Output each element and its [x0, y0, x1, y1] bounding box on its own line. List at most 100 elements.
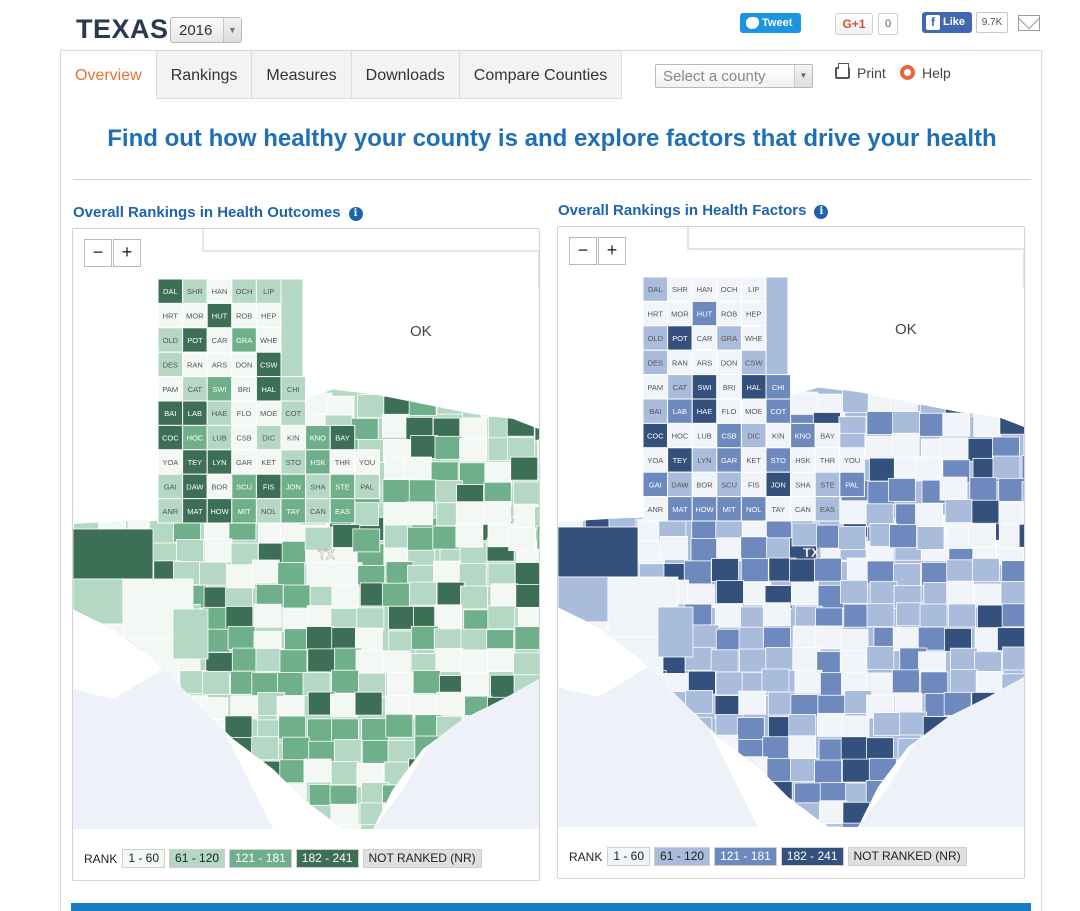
county-shape[interactable]: [558, 624, 586, 649]
county-pam[interactable]: PAM: [642, 374, 669, 400]
county-shape[interactable]: [764, 781, 793, 805]
county-shape[interactable]: [534, 417, 539, 441]
county-bor[interactable]: BOR: [206, 473, 233, 500]
county-shape[interactable]: [255, 647, 284, 672]
county-shape[interactable]: [918, 651, 946, 676]
county-mat[interactable]: MAT: [667, 496, 693, 522]
county-swi[interactable]: SWI: [691, 374, 718, 400]
county-shape[interactable]: [330, 693, 358, 718]
county-shape[interactable]: [817, 712, 845, 737]
county-bri[interactable]: BRI: [716, 374, 742, 400]
county-och[interactable]: OCH: [231, 278, 257, 304]
county-shape[interactable]: [410, 435, 439, 459]
county-moe[interactable]: MOE: [255, 400, 282, 426]
county-shape[interactable]: [354, 691, 383, 716]
county-shape[interactable]: [333, 739, 362, 763]
county-shape[interactable]: [788, 714, 817, 738]
county-shape[interactable]: [356, 607, 385, 632]
info-icon[interactable]: i: [348, 207, 363, 221]
county-shape[interactable]: [866, 411, 895, 435]
county-shape[interactable]: [790, 581, 819, 606]
county-shape[interactable]: [513, 503, 539, 528]
county-bay[interactable]: BAY: [329, 424, 356, 451]
county-shape[interactable]: [73, 650, 101, 675]
county-shape[interactable]: [582, 668, 611, 692]
county-shape[interactable]: [251, 736, 279, 761]
county-shape[interactable]: [306, 562, 335, 586]
county-pot[interactable]: POT: [182, 327, 208, 353]
zoom-out-button[interactable]: −: [84, 239, 112, 267]
county-hal[interactable]: HAL: [255, 376, 282, 402]
county-rob[interactable]: ROB: [716, 300, 742, 327]
county-shape[interactable]: [487, 562, 516, 587]
county-shape[interactable]: [791, 823, 820, 827]
county-shape[interactable]: [253, 603, 282, 628]
county-hut[interactable]: HUT: [691, 300, 718, 327]
county-shape[interactable]: [942, 412, 971, 437]
county-csw[interactable]: CSW: [740, 349, 767, 376]
county-han[interactable]: HAN: [691, 276, 718, 302]
county-coc[interactable]: COC: [642, 422, 669, 449]
county-shape[interactable]: [998, 501, 1024, 526]
county-shape[interactable]: [280, 803, 309, 827]
county-shape[interactable]: [841, 715, 870, 740]
county-shape[interactable]: [455, 523, 484, 548]
county-shape[interactable]: [765, 799, 793, 824]
county-bri[interactable]: BRI: [231, 376, 257, 402]
county-shape[interactable]: [278, 715, 307, 740]
county-shape[interactable]: [814, 557, 842, 582]
county-shape[interactable]: [508, 527, 537, 552]
county-sto[interactable]: STO: [765, 447, 792, 473]
county-shape[interactable]: [226, 564, 255, 589]
county-shape[interactable]: [838, 526, 866, 550]
county-shape[interactable]: [382, 650, 411, 675]
county-shape[interactable]: [515, 583, 539, 608]
county-shape[interactable]: [949, 669, 978, 693]
county-shape[interactable]: [969, 477, 998, 502]
county-shape[interactable]: [355, 627, 383, 652]
county-shape[interactable]: [490, 583, 519, 608]
county-thr[interactable]: THR: [814, 447, 841, 473]
county-hrt[interactable]: HRT: [157, 302, 184, 329]
county-shape[interactable]: [304, 526, 333, 551]
county-car[interactable]: CAR: [691, 325, 718, 351]
county-shape[interactable]: [820, 825, 849, 827]
county-chi[interactable]: CHI: [280, 376, 307, 402]
zoom-out-button[interactable]: −: [569, 237, 597, 265]
info-icon[interactable]: i: [814, 205, 829, 219]
county-swi[interactable]: SWI: [206, 376, 233, 402]
county-hut[interactable]: HUT: [206, 302, 233, 329]
county-shape[interactable]: [1001, 560, 1024, 585]
tweet-button[interactable]: Tweet: [740, 13, 801, 33]
county-ket[interactable]: KET: [255, 449, 282, 475]
county-sha[interactable]: SHA: [305, 473, 331, 500]
county-shape[interactable]: [331, 669, 359, 694]
google-plus-button[interactable]: G+1: [835, 13, 873, 35]
county-thr[interactable]: THR: [329, 449, 356, 475]
county-shape[interactable]: [483, 500, 511, 525]
county-shape[interactable]: [736, 717, 765, 741]
county-shape[interactable]: [714, 603, 743, 628]
county-shape[interactable]: [514, 562, 539, 586]
county-shape[interactable]: [73, 528, 154, 580]
county-shape[interactable]: [973, 413, 1002, 437]
county-bay[interactable]: BAY: [814, 422, 841, 449]
county-lip[interactable]: LIP: [740, 276, 767, 302]
county-whe[interactable]: WHE: [255, 327, 282, 353]
county-shape[interactable]: [284, 824, 312, 829]
county-shape[interactable]: [711, 558, 739, 582]
county-shape[interactable]: [510, 456, 539, 481]
county-shape[interactable]: [892, 627, 921, 652]
county-hal[interactable]: HAL: [740, 374, 767, 400]
county-shape[interactable]: [839, 500, 868, 525]
county-shape[interactable]: [841, 822, 870, 827]
county-shape[interactable]: [382, 479, 411, 504]
county-shape[interactable]: [459, 462, 487, 487]
county-select[interactable]: Select a county ▼: [655, 64, 813, 88]
county-shape[interactable]: [511, 391, 539, 416]
county-shape[interactable]: [307, 718, 335, 743]
county-can[interactable]: CAN: [305, 498, 331, 524]
county-shape[interactable]: [968, 391, 997, 416]
county-ste[interactable]: STE: [814, 471, 841, 498]
county-hae[interactable]: HAE: [206, 400, 233, 426]
